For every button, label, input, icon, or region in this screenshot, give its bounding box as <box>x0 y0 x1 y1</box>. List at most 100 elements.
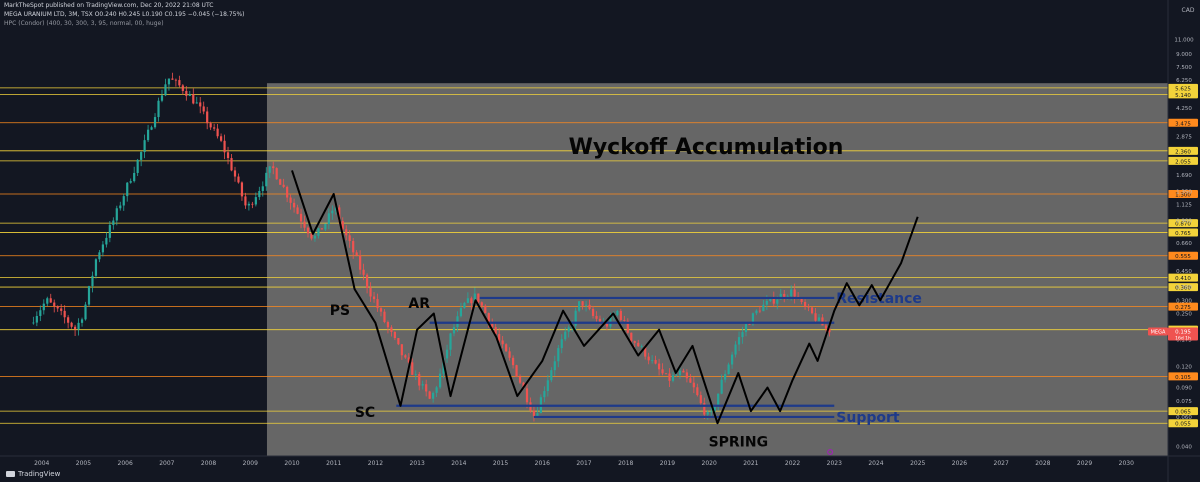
candle-body <box>359 255 362 270</box>
candle-body <box>327 213 330 224</box>
candle-body <box>230 158 233 171</box>
x-tick-label: 2012 <box>368 460 383 467</box>
currency-label: CAD <box>1182 7 1195 14</box>
candle-body <box>418 374 421 386</box>
candle-body <box>379 308 383 312</box>
candle-body <box>682 370 685 373</box>
candle-body <box>522 382 525 389</box>
x-tick-label: 2019 <box>660 460 675 467</box>
indicator-line: HPC (Condor) (400, 30, 300, 3, 95, norma… <box>4 20 164 27</box>
candle-body <box>689 378 692 383</box>
candle-body <box>136 159 139 173</box>
candle-body <box>331 210 334 214</box>
price-level-tag <box>1168 283 1198 292</box>
candle-body <box>80 319 84 323</box>
candle-body <box>112 220 115 226</box>
candle-body <box>310 233 313 239</box>
candle-body <box>532 410 536 417</box>
candle-body <box>588 304 591 309</box>
y-tick-label: 4.250 <box>1176 106 1192 112</box>
candle-body <box>213 127 216 129</box>
y-tick-label: 0.660 <box>1176 241 1192 247</box>
candle-body <box>140 152 143 160</box>
candle-body <box>480 302 483 306</box>
y-tick-label: 0.300 <box>1176 298 1192 304</box>
last-price-tag <box>1168 327 1198 341</box>
candle-body <box>484 305 487 314</box>
candle-body <box>518 376 522 383</box>
candle-body <box>108 225 111 238</box>
candle-body <box>734 344 737 355</box>
sr-label: Support <box>836 410 900 426</box>
candle-body <box>397 338 400 345</box>
candle-body <box>272 166 275 169</box>
candle-body <box>35 315 38 323</box>
candle-body <box>699 395 702 404</box>
candle-body <box>70 322 73 327</box>
candle-body <box>435 387 438 393</box>
candle-body <box>814 313 817 321</box>
x-tick-label: 2008 <box>201 460 216 467</box>
annotation-label: SPRING <box>709 434 769 450</box>
candle-body <box>101 244 104 253</box>
chart-title: Wyckoff Accumulation <box>569 135 844 160</box>
y-tick-label: 0.040 <box>1176 444 1192 450</box>
candle-body <box>171 78 174 80</box>
candle-body <box>421 384 424 386</box>
price-level-label: 0.055 <box>1175 422 1191 428</box>
candle-body <box>459 308 463 317</box>
projected-path <box>291 170 919 425</box>
candle-body <box>751 313 755 325</box>
candle-body <box>91 275 94 287</box>
candle-body <box>452 327 456 334</box>
x-tick-label: 2004 <box>34 460 49 467</box>
candle-body <box>60 308 63 311</box>
candle-body <box>254 197 257 205</box>
y-tick-label: 0.075 <box>1176 399 1192 405</box>
candle-body <box>226 152 230 159</box>
y-tick-label: 0.120 <box>1176 365 1192 371</box>
candle-body <box>675 375 678 376</box>
candle-body <box>546 380 549 392</box>
candle-body <box>637 342 640 347</box>
x-tick-label: 2028 <box>1035 460 1050 467</box>
candle-body <box>345 229 348 236</box>
candle-body <box>206 111 209 124</box>
price-level-label: 0.105 <box>1175 375 1191 381</box>
x-tick-label: 2016 <box>535 460 550 467</box>
candle-body <box>209 123 212 128</box>
price-level-label: 0.410 <box>1175 276 1191 282</box>
price-level-label: 0.065 <box>1175 410 1191 416</box>
candle-body <box>289 197 292 203</box>
candle-body <box>313 235 317 239</box>
x-tick-label: 2027 <box>994 460 1009 467</box>
candle-body <box>824 325 828 329</box>
candle-body <box>407 357 410 363</box>
candle-body <box>706 411 709 415</box>
candle-body <box>525 388 529 403</box>
candle-body <box>195 102 198 104</box>
candle-body <box>651 360 654 361</box>
price-level-tag <box>1168 228 1198 237</box>
candle-body <box>710 411 713 413</box>
x-tick-label: 2018 <box>618 460 633 467</box>
x-tick-label: 2009 <box>243 460 258 467</box>
x-tick-label: 2014 <box>451 460 466 467</box>
candle-body <box>477 293 480 303</box>
candle-body <box>223 140 226 153</box>
candle-body <box>671 375 675 381</box>
symbol-tag <box>1148 327 1168 336</box>
candle-body <box>365 274 369 288</box>
candle-body <box>428 391 431 399</box>
candle-body <box>654 360 657 364</box>
tradingview-footer[interactable]: TradingView <box>6 470 60 478</box>
x-tick-label: 2021 <box>743 460 758 467</box>
candle-body <box>404 355 407 358</box>
candle-body <box>202 106 205 112</box>
candle-body <box>376 299 379 309</box>
x-tick-label: 2015 <box>493 460 508 467</box>
candle-body <box>383 311 386 323</box>
price-level-label: 3.475 <box>1175 121 1191 127</box>
price-level-tag <box>1168 273 1198 282</box>
